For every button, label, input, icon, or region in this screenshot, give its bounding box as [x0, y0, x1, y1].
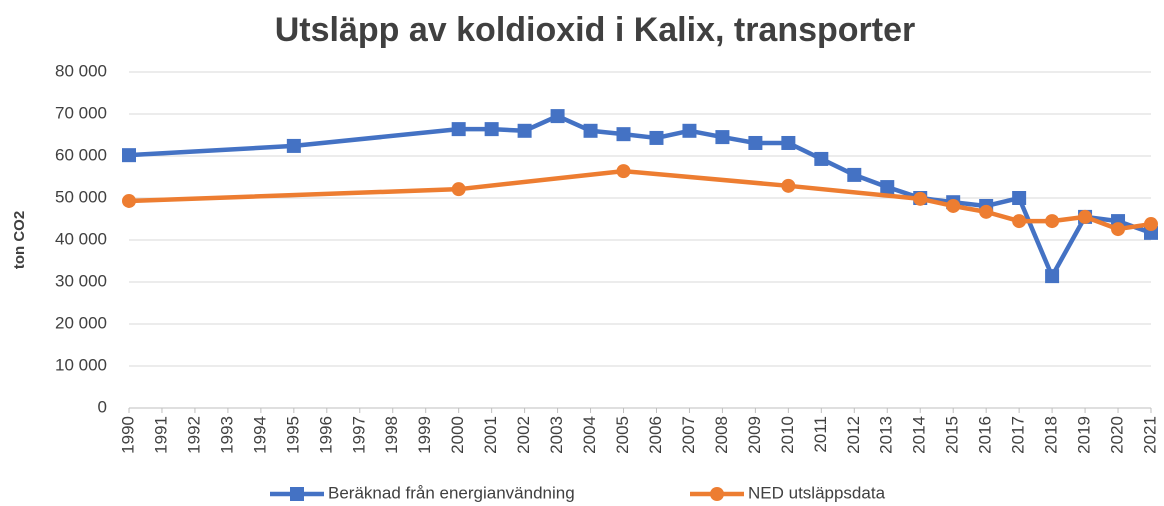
- marker: [1078, 209, 1093, 224]
- marker: [122, 148, 136, 163]
- x-tick-label: 1997: [349, 416, 368, 454]
- x-tick-label: 2004: [580, 416, 599, 454]
- y-tick-label: 20 000: [55, 313, 107, 332]
- y-tick-label: 80 000: [55, 61, 107, 80]
- x-tick-label: 2012: [844, 416, 863, 454]
- marker: [550, 109, 565, 124]
- x-tick-label: 2001: [481, 416, 500, 454]
- x-tick-label: 2018: [1042, 416, 1061, 454]
- marker: [781, 178, 796, 193]
- x-tick-label: 2019: [1075, 416, 1094, 454]
- marker: [1144, 217, 1158, 232]
- marker: [682, 123, 697, 138]
- x-tick-label: 2014: [910, 416, 929, 454]
- marker: [913, 191, 928, 206]
- marker: [649, 130, 664, 145]
- marker: [1012, 191, 1027, 205]
- marker: [715, 130, 730, 145]
- legend-label: NED utsläppsdata: [748, 483, 886, 502]
- x-tick-label: 1991: [151, 416, 170, 454]
- x-tick-label: 2002: [514, 416, 533, 454]
- x-tick-label: 2011: [811, 416, 830, 453]
- series-line: [128, 168, 1152, 232]
- x-tick-label: 1994: [250, 416, 269, 454]
- marker: [1111, 222, 1126, 237]
- marker: [979, 204, 994, 219]
- marker: [781, 135, 796, 150]
- marker: [1012, 214, 1027, 229]
- x-tick-label: 2000: [448, 416, 467, 454]
- marker: [1045, 269, 1060, 284]
- chart-title: Utsläpp av koldioxid i Kalix, transporte…: [275, 11, 916, 49]
- x-tick-label: 2015: [943, 416, 962, 454]
- x-tick-label: 2013: [877, 416, 896, 454]
- x-tick-label: 1992: [184, 416, 203, 454]
- x-tick-label: 2006: [646, 416, 665, 454]
- x-tick-label: 2010: [778, 416, 797, 454]
- marker: [451, 122, 466, 137]
- x-tick-label: 1993: [217, 416, 236, 454]
- x-tick-label: 1996: [316, 416, 335, 454]
- legend-label: Beräknad från energianvändning: [328, 483, 575, 502]
- x-tick-label: 2005: [613, 416, 632, 454]
- marker: [814, 151, 829, 166]
- marker: [847, 167, 862, 182]
- legend-marker: [290, 487, 304, 501]
- x-tick-label: 2016: [976, 416, 995, 454]
- x-tick-label: 2009: [745, 416, 764, 454]
- x-tick-label: 2007: [679, 416, 698, 454]
- y-tick-label: 10 000: [55, 355, 107, 374]
- x-tick-label: 1990: [118, 416, 137, 454]
- y-tick-label: 40 000: [55, 229, 107, 248]
- marker: [583, 123, 598, 138]
- x-tick-label: 2008: [712, 416, 731, 454]
- marker: [122, 193, 136, 208]
- marker: [484, 122, 499, 137]
- y-axis-label: ton CO2: [11, 211, 28, 269]
- y-tick-label: 60 000: [55, 145, 107, 164]
- marker: [880, 180, 895, 195]
- x-tick-label: 2003: [547, 416, 566, 454]
- marker: [616, 164, 631, 179]
- marker: [748, 135, 763, 150]
- y-tick-label: 30 000: [55, 271, 107, 290]
- x-tick-label: 1999: [415, 416, 434, 454]
- marker: [517, 123, 532, 138]
- x-tick-label: 2020: [1108, 416, 1127, 454]
- marker: [946, 198, 961, 213]
- x-tick-label: 2021: [1140, 416, 1159, 454]
- x-tick-label: 1995: [283, 416, 302, 454]
- marker: [286, 138, 301, 153]
- y-tick-label: 70 000: [55, 103, 107, 122]
- legend-marker: [710, 487, 724, 501]
- marker: [451, 182, 466, 197]
- y-tick-label: 50 000: [55, 187, 107, 206]
- marker: [1045, 214, 1060, 229]
- x-tick-label: 2017: [1009, 416, 1028, 454]
- x-tick-label: 1998: [382, 416, 401, 454]
- y-tick-label: 0: [98, 397, 107, 416]
- marker: [616, 127, 631, 142]
